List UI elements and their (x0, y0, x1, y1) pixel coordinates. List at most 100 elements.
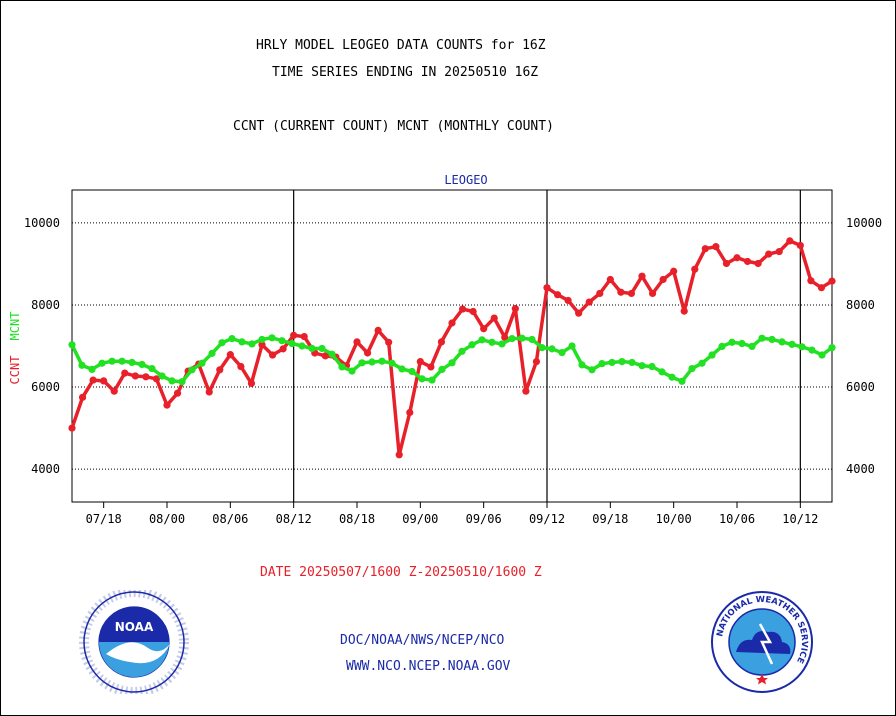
mcnt-data-point (728, 338, 736, 346)
mcnt-data-point (628, 358, 636, 367)
mcnt-data-point (338, 363, 346, 371)
x-tick-label: 09/06 (466, 512, 502, 526)
mcnt-data-point (88, 365, 96, 373)
ccnt-data-point (427, 363, 435, 371)
title-line-3: CCNT (CURRENT COUNT) MCNT (MONTHLY COUNT… (233, 119, 554, 134)
mcnt-data-point (788, 340, 796, 348)
mcnt-data-point (168, 377, 176, 385)
mcnt-data-point (598, 360, 606, 368)
mcnt-data-point (208, 349, 216, 357)
ccnt-data-point (300, 332, 308, 341)
mcnt-data-point (318, 344, 326, 353)
mcnt-data-point (648, 362, 656, 371)
ccnt-data-point (406, 408, 414, 417)
mcnt-data-point (558, 348, 566, 357)
ccnt-data-point (765, 250, 773, 258)
mcnt-data-point (518, 334, 526, 342)
mcnt-data-point (388, 359, 396, 367)
ccnt-data-point (701, 245, 709, 253)
mcnt-data-point (138, 360, 146, 369)
x-tick-label: 08/06 (212, 512, 248, 526)
ccnt-data-point (100, 377, 108, 385)
ccnt-data-point (205, 388, 213, 396)
ccnt-data-point (353, 338, 361, 346)
ccnt-data-point (416, 358, 424, 366)
title-line-2: TIME SERIES ENDING IN 20250510 16Z (272, 65, 539, 80)
y-tick-label-right: 4000 (846, 462, 875, 476)
mcnt-data-point (548, 345, 556, 353)
mcnt-data-point (688, 364, 696, 373)
mcnt-data-point (398, 365, 406, 373)
mcnt-data-point (128, 358, 136, 367)
mcnt-data-point (158, 372, 166, 380)
ccnt-data-point (68, 424, 76, 432)
nws-logo: NATIONAL WEATHER SERVICE (711, 591, 813, 693)
ccnt-data-point (532, 358, 541, 366)
ccnt-data-point (743, 257, 752, 266)
mcnt-data-point (358, 359, 366, 367)
ccnt-data-point (786, 237, 794, 245)
mcnt-data-point (418, 375, 426, 383)
ccnt-data-point (627, 289, 636, 298)
x-tick-label: 09/12 (529, 512, 565, 526)
mcnt-data-point (678, 377, 686, 385)
ccnt-data-point (247, 379, 256, 387)
mcnt-data-point (438, 365, 446, 373)
mcnt-data-point (448, 359, 456, 367)
mcnt-data-point (248, 340, 256, 348)
ccnt-data-point (490, 314, 498, 322)
time-series-chart: 4000 4000 6000 6000 8000 8000 10000 10000 07/18 0… (8, 173, 882, 526)
x-tick-label: 08/18 (339, 512, 375, 526)
mcnt-data-point (378, 357, 386, 365)
ccnt-data-point (152, 375, 161, 383)
mcnt-data-point (818, 351, 826, 359)
ccnt-data-point (522, 387, 530, 395)
ccnt-data-point (585, 298, 593, 306)
ccnt-data-point (648, 289, 657, 298)
mcnt-data-point (228, 335, 236, 343)
ccnt-data-point (110, 387, 118, 395)
ccnt-data-point (279, 345, 287, 353)
ccnt-data-point (511, 305, 519, 313)
ccnt-data-point (89, 376, 97, 384)
mcnt-data-point (468, 341, 476, 349)
mcnt-data-point (508, 335, 516, 343)
mcnt-axis-label: MCNT (8, 312, 22, 341)
x-tick-label: 08/00 (149, 512, 185, 526)
mcnt-data-point (218, 339, 226, 347)
ccnt-data-point (237, 362, 245, 371)
ccnt-data-point (290, 331, 298, 339)
mcnt-data-point (698, 359, 706, 367)
ccnt-data-point (575, 309, 583, 317)
y-tick-label-left: 4000 (31, 462, 60, 476)
ccnt-data-point (78, 393, 87, 401)
y-tick-label-right: 10000 (846, 216, 882, 230)
mcnt-data-point (748, 342, 756, 351)
mcnt-data-point (108, 357, 116, 365)
y-tick-label-right: 6000 (846, 380, 875, 394)
x-tick-label: 09/00 (402, 512, 438, 526)
mcnt-data-point (578, 361, 586, 369)
ccnt-data-point (142, 373, 150, 381)
ccnt-data-point (807, 277, 815, 285)
ccnt-data-point (131, 372, 139, 380)
mcnt-data-point (308, 344, 316, 353)
svg-text:NOAA: NOAA (115, 620, 154, 634)
y-tick-label-right: 8000 (846, 298, 875, 312)
mcnt-data-point (298, 342, 306, 350)
mcnt-data-point (258, 335, 266, 344)
plot-area (71, 189, 833, 503)
ccnt-data-point (480, 325, 488, 333)
ccnt-data-point (712, 243, 720, 251)
mcnt-data-point (78, 361, 86, 369)
mcnt-data-point (778, 338, 786, 346)
ccnt-data-point (163, 401, 171, 409)
mcnt-data-point (668, 373, 676, 381)
mcnt-data-point (828, 344, 836, 352)
mcnt-data-point (328, 350, 336, 358)
ccnt-data-point (670, 267, 678, 275)
mcnt-data-point (148, 364, 156, 373)
mcnt-data-point (638, 362, 646, 370)
mcnt-data-point (718, 342, 726, 351)
date-range-label: DATE 20250507/1600 Z-20250510/1600 Z (260, 565, 542, 580)
